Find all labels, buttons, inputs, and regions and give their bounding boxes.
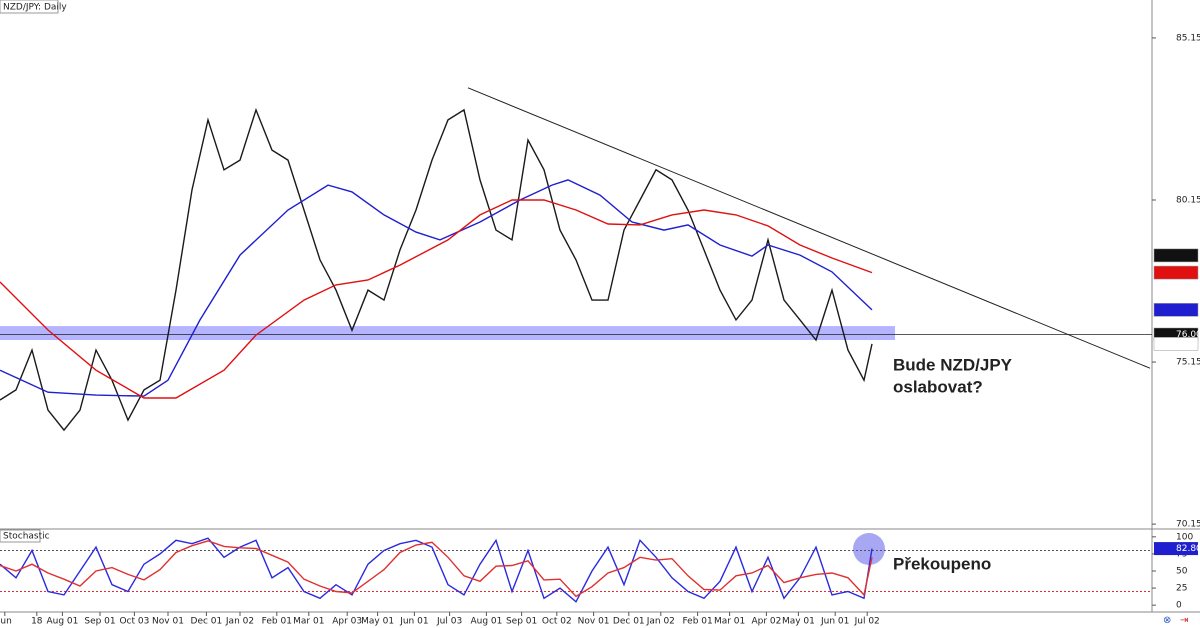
x-tick-label: Feb 01: [262, 617, 292, 627]
price-label-box: [1153, 265, 1199, 280]
x-tick-label: May 01: [361, 617, 394, 627]
trend-line: [467, 87, 1151, 369]
x-tick-label: Jun: [0, 617, 12, 627]
x-tick-label: Apr 03: [332, 617, 362, 627]
chart-title: NZD/JPY: Daily: [3, 3, 67, 13]
x-tick-label: Oct 02: [542, 617, 572, 627]
x-tick-label: Jul 03: [436, 617, 462, 627]
price-label: 76.00: [1176, 330, 1200, 340]
y-tick-label: 0: [1176, 601, 1182, 611]
y-tick-label: 80.15: [1176, 195, 1200, 205]
x-tick-label: Feb 01: [682, 617, 712, 627]
x-tick-label: Jan 02: [646, 617, 675, 627]
highlight: [853, 533, 885, 565]
series-line: [0, 107, 873, 432]
title-box: [0, 529, 41, 543]
panel-title: Stochastic: [3, 532, 50, 542]
annotation: oslabovat?: [893, 377, 983, 396]
x-tick-label: Sep 01: [84, 617, 115, 627]
annotation: Překoupeno: [893, 554, 991, 573]
price-label-box: [1153, 303, 1199, 317]
icon: ⇥: [1180, 615, 1188, 626]
x-tick-label: Oct 03: [119, 617, 149, 627]
price-label-box: [1153, 248, 1199, 263]
x-tick-label: May 01: [782, 617, 815, 627]
x-tick-label: Jun 01: [820, 617, 849, 627]
y-tick-label: 70.15: [1176, 520, 1200, 530]
x-tick-label: Sep 01: [506, 617, 537, 627]
icon: ⊗: [1163, 615, 1171, 626]
series-line: [0, 537, 873, 603]
x-tick-label: Jun 01: [399, 617, 428, 627]
series-line: [0, 540, 873, 598]
series-line: [0, 199, 873, 399]
current-label-box: [1154, 542, 1198, 556]
x-tick-label: Nov 01: [578, 617, 610, 627]
y-tick-label: 100: [1176, 532, 1193, 542]
x-tick-label: Mar 01: [714, 617, 745, 627]
x-tick-label: Dec 01: [191, 617, 223, 627]
x-tick-label: Dec 01: [613, 617, 645, 627]
title-box: [0, 0, 59, 14]
toolbar-icons: ⊗ ⇥: [1163, 615, 1188, 626]
y-tick-label: 25: [1176, 584, 1187, 594]
x-tick-label: Jan 02: [225, 617, 254, 627]
price-label-box: [1153, 337, 1199, 351]
x-tick-label: Mar 01: [293, 617, 324, 627]
x-tick-label: Apr 02: [751, 617, 781, 627]
x-tick-label: 18: [31, 617, 43, 627]
current-label: 82.80: [1176, 544, 1200, 554]
y-tick-label: 50: [1176, 567, 1188, 577]
x-tick-label: Aug 01: [46, 617, 78, 627]
series-line: [0, 179, 873, 397]
x-tick-label: Aug 01: [470, 617, 502, 627]
support-zone: [0, 326, 895, 341]
x-tick-label: Jul 02: [854, 617, 880, 627]
y-tick-label: 85.15: [1176, 33, 1200, 43]
y-tick-label: 75.15: [1176, 358, 1200, 368]
x-tick-label: Nov 01: [152, 617, 184, 627]
annotation: Bude NZD/JPY: [893, 355, 1013, 374]
